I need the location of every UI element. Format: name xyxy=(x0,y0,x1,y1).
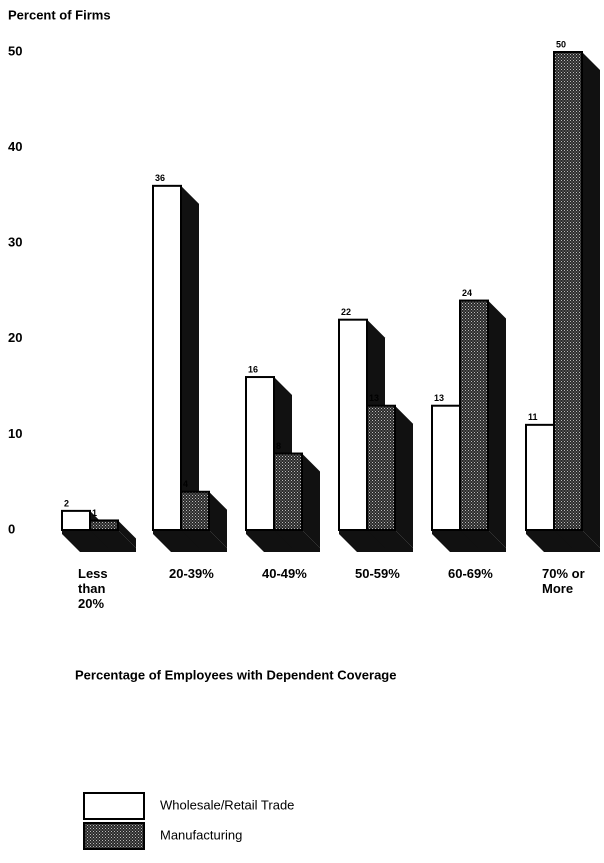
bar xyxy=(338,318,368,531)
bar-side xyxy=(302,453,320,548)
bar xyxy=(366,404,396,531)
bar xyxy=(180,490,210,532)
bar xyxy=(89,519,119,532)
y-tick-label: 20 xyxy=(8,330,22,345)
legend-label: Manufacturing xyxy=(160,827,242,842)
value-label: 13 xyxy=(434,393,444,403)
floor xyxy=(153,530,227,552)
legend-swatch xyxy=(83,792,145,820)
value-label: 50 xyxy=(556,39,566,49)
bar xyxy=(245,376,275,532)
legend-label: Wholesale/Retail Trade xyxy=(160,797,294,812)
y-tick-label: 0 xyxy=(8,521,15,536)
value-label: 2 xyxy=(64,498,69,508)
floor xyxy=(432,530,506,552)
bar xyxy=(525,423,555,531)
x-tick-label: 40-49% xyxy=(262,566,307,581)
bar-side xyxy=(488,300,506,548)
x-tick-label: 50-59% xyxy=(355,566,400,581)
bar xyxy=(273,452,303,531)
bar-side xyxy=(118,520,136,548)
y-axis-title: Percent of Firms xyxy=(8,7,111,22)
bar-side xyxy=(209,491,227,548)
bar xyxy=(553,51,583,531)
bar-side xyxy=(181,185,199,548)
floor xyxy=(246,530,320,552)
value-label: 1 xyxy=(92,508,97,518)
bar xyxy=(61,509,91,532)
value-label: 13 xyxy=(369,393,379,403)
bar-side xyxy=(395,405,413,548)
bar xyxy=(152,184,182,531)
value-label: 11 xyxy=(528,412,538,422)
value-label: 4 xyxy=(183,479,188,489)
value-label: 22 xyxy=(341,307,351,317)
floor xyxy=(339,530,413,552)
y-tick-label: 10 xyxy=(8,426,22,441)
floor xyxy=(526,530,600,552)
y-tick-label: 40 xyxy=(8,139,22,154)
x-tick-label: 60-69% xyxy=(448,566,493,581)
y-tick-label: 30 xyxy=(8,235,22,250)
y-tick-label: 50 xyxy=(8,43,22,58)
value-label: 24 xyxy=(462,288,472,298)
x-tick-label: 70% or More xyxy=(542,566,585,596)
x-tick-label: 20-39% xyxy=(169,566,214,581)
x-tick-label: Less than 20% xyxy=(78,566,108,611)
value-label: 36 xyxy=(155,173,165,183)
value-label: 16 xyxy=(248,364,258,374)
x-axis-title: Percentage of Employees with Dependent C… xyxy=(75,667,396,682)
value-label: 8 xyxy=(276,441,281,451)
bar xyxy=(459,299,489,531)
bar-side xyxy=(582,52,600,548)
bar xyxy=(431,404,461,531)
legend-swatch xyxy=(83,822,145,850)
floor xyxy=(62,530,136,552)
